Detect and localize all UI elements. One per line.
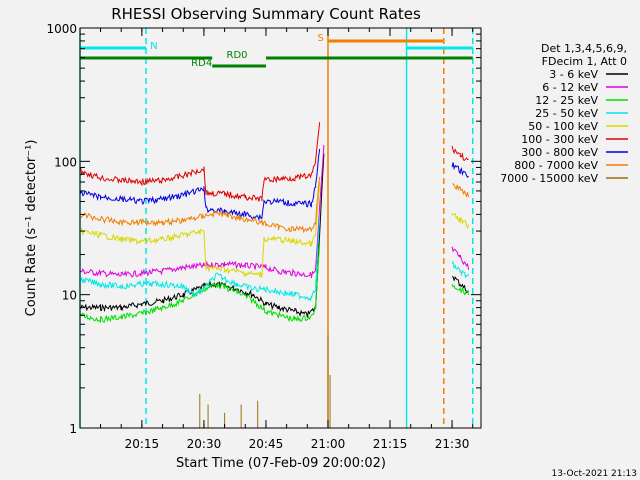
series-5-line-b: [451, 145, 469, 161]
status-label-rd0: RD0: [227, 50, 248, 61]
legend-label-2: 12 - 25 keV: [535, 94, 598, 107]
series-2-line-b: [451, 283, 470, 296]
legend-label-6: 300 - 800 keV: [521, 146, 598, 159]
series-6-line-b: [451, 162, 469, 178]
legend-header-1: FDecim 1, Att 0: [542, 55, 627, 68]
series-5-line: [79, 122, 321, 202]
series-7-line-b: [451, 183, 470, 198]
y-tick-label-2: 100: [54, 155, 77, 169]
status-label-rd4: RD4: [191, 58, 212, 69]
x-tick-label-5: 21:30: [435, 437, 470, 451]
legend-label-5: 100 - 300 keV: [521, 133, 598, 146]
status-label-s: S: [317, 33, 323, 44]
x-tick-label-0: 20:15: [125, 437, 160, 451]
legend-label-7: 800 - 7000 keV: [514, 159, 598, 172]
series-7-line: [79, 176, 321, 234]
series-2-line: [79, 243, 321, 323]
series-4-line-b: [451, 212, 470, 229]
axes: 20:15 20:30 20:45 21:00 21:15 21:30 1 10 100 1000: [46, 22, 482, 451]
series-1-line: [79, 145, 325, 279]
plot-area: N S RD0 RD4: [79, 28, 474, 428]
series-3-line: [79, 216, 321, 302]
y-axis-label: Count Rate (s⁻¹ detector⁻¹): [24, 140, 39, 317]
legend-header-0: Det 1,3,4,5,6,9,: [541, 42, 627, 55]
series-4-line: [79, 181, 321, 279]
y-tick-label-1: 10: [62, 289, 77, 303]
status-label-n: N: [150, 41, 157, 52]
x-axis-label: Start Time (07-Feb-09 20:00:02): [176, 456, 386, 471]
series-1-line-b: [451, 246, 470, 270]
x-tick-label-4: 21:15: [373, 437, 408, 451]
timestamp: 13-Oct-2021 21:13: [552, 469, 637, 479]
legend-label-3: 25 - 50 keV: [535, 107, 598, 120]
chart-title: RHESSI Observing Summary Count Rates: [111, 5, 421, 23]
legend-label-1: 6 - 12 keV: [542, 81, 598, 94]
legend: Det 1,3,4,5,6,9,FDecim 1, Att 03 - 6 keV…: [500, 42, 628, 185]
axes-frame: [79, 27, 482, 429]
series-0-line-b: [451, 276, 469, 294]
legend-label-8: 7000 - 15000 keV: [500, 172, 598, 185]
y-tick-label-3: 1000: [46, 22, 77, 36]
series-0-line: [79, 153, 325, 318]
x-tick-label-1: 20:30: [187, 437, 222, 451]
series-3-line-b: [451, 260, 470, 279]
legend-label-0: 3 - 6 keV: [549, 68, 598, 81]
x-tick-label-2: 20:45: [249, 437, 284, 451]
y-tick-label-0: 1: [69, 422, 77, 436]
x-tick-label-3: 21:00: [311, 437, 346, 451]
legend-label-4: 50 - 100 keV: [528, 120, 598, 133]
series-6-line: [79, 148, 321, 222]
